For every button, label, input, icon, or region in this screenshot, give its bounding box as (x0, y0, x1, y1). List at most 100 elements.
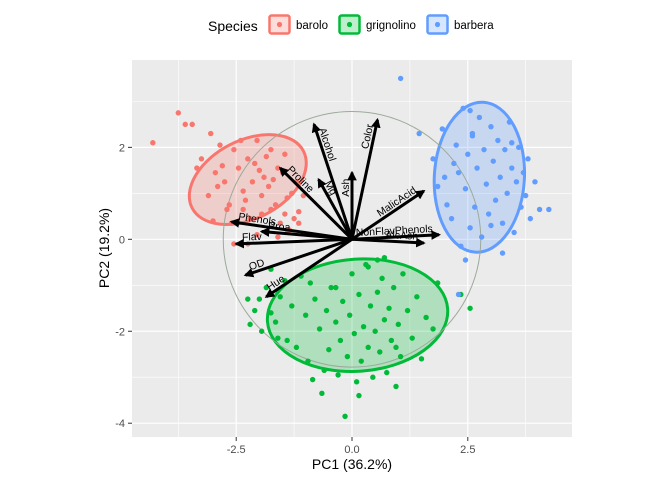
y-tick-label: -2 (115, 326, 125, 338)
point-barolo (296, 220, 302, 226)
loading-label: Color (359, 123, 376, 151)
point-grignolino (384, 369, 390, 376)
legend-label-grignolino: grignolino (366, 20, 416, 32)
point-grignolino (381, 317, 388, 323)
point-grignolino (335, 372, 341, 378)
point-barbera (527, 215, 534, 222)
point-barbera (483, 181, 490, 187)
loading-label: Ash (340, 178, 352, 196)
point-barbera (509, 165, 515, 171)
point-grignolino (346, 312, 353, 318)
point-barolo (231, 146, 237, 153)
point-barolo (242, 197, 249, 203)
point-grignolino (245, 296, 251, 302)
x-tick-label: 2.5 (460, 444, 475, 456)
point-grignolino (353, 379, 360, 385)
point-grignolino (467, 305, 473, 311)
point-barbera (462, 257, 469, 263)
point-barolo (268, 146, 274, 153)
point-barolo (254, 232, 260, 238)
point-grignolino (351, 330, 358, 337)
loading-arrow-alcohol (311, 122, 354, 240)
point-grignolino (309, 376, 316, 383)
point-grignolino (293, 344, 300, 351)
point-grignolino (365, 264, 371, 270)
point-grignolino (323, 307, 330, 314)
point-barbera (478, 234, 485, 240)
point-barolo (214, 183, 221, 190)
point-barolo (282, 151, 288, 157)
point-barbera (472, 204, 478, 210)
point-grignolino (360, 323, 367, 330)
point-grignolino (434, 280, 441, 286)
point-barolo (210, 218, 216, 224)
point-grignolino (344, 353, 351, 360)
point-grignolino (386, 305, 392, 311)
loading-label: Proa (268, 220, 291, 234)
point-barolo (240, 188, 246, 194)
x-tick-label: 0.0 (344, 444, 359, 456)
loading-arrow-od (243, 237, 353, 278)
point-grignolino (340, 298, 346, 305)
point-barbera (430, 156, 436, 162)
loading-arrow-proa (259, 227, 353, 241)
point-grignolino (370, 374, 376, 380)
point-barbera (492, 197, 499, 203)
point-barbera (525, 156, 531, 162)
point-barbera (485, 211, 492, 217)
legend-title: Species (208, 18, 258, 34)
point-barolo (238, 137, 244, 144)
point-grignolino (302, 312, 309, 318)
legend: Species barolo grignolino barbera (208, 14, 494, 35)
loading-arrow-mg (317, 177, 354, 241)
loading-label: NonFlavPhenols (356, 223, 434, 239)
point-barolo (182, 121, 188, 128)
point-grignolino (393, 344, 399, 351)
point-grignolino (258, 328, 265, 334)
point-barbera (513, 179, 520, 185)
point-grignolino (256, 296, 263, 302)
point-barbera (462, 186, 469, 192)
point-barbera (520, 169, 527, 176)
loading-arrow-malicacid (351, 189, 426, 241)
point-barbera (511, 229, 517, 236)
point-barolo (263, 153, 270, 160)
point-grignolino (400, 271, 406, 277)
x-axis-title: PC1 (36.2%) (312, 456, 392, 472)
point-barolo (252, 160, 258, 167)
legend-key-point-barolo (276, 21, 283, 28)
loading-label: Flav (242, 231, 263, 244)
point-grignolino (381, 254, 388, 261)
loading-label: OD (247, 257, 266, 274)
point-grignolino (356, 392, 362, 399)
point-barolo (268, 206, 274, 213)
point-grignolino (379, 275, 385, 282)
point-barolo (258, 211, 265, 217)
point-barolo (284, 195, 290, 201)
y-tick-label: -4 (115, 418, 125, 430)
loading-label: AlcAsh (385, 229, 418, 243)
point-barolo (221, 179, 228, 185)
point-barbera (455, 291, 462, 298)
point-barbera (488, 123, 494, 130)
point-grignolino (414, 294, 420, 300)
point-barolo (282, 211, 288, 217)
point-barbera (497, 174, 503, 180)
point-barolo (198, 156, 205, 162)
point-grignolino (289, 303, 295, 309)
point-barolo (296, 209, 302, 215)
point-grignolino (268, 310, 274, 316)
point-barbera (536, 206, 543, 213)
point-grignolino (390, 284, 397, 291)
point-barolo (217, 142, 223, 148)
point-grignolino (395, 321, 402, 328)
point-barolo (240, 206, 246, 213)
point-barbera (488, 222, 494, 229)
point-barbera (467, 107, 473, 114)
point-barolo (150, 140, 156, 146)
point-barbera (495, 137, 501, 144)
point-barbera (453, 142, 459, 148)
point-barbera (444, 202, 450, 208)
point-barolo (275, 234, 281, 240)
